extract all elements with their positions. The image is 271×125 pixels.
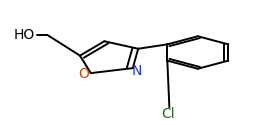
Text: O: O [79,67,89,81]
Text: Cl: Cl [161,107,175,121]
Text: N: N [132,64,142,78]
Text: HO: HO [14,28,35,42]
